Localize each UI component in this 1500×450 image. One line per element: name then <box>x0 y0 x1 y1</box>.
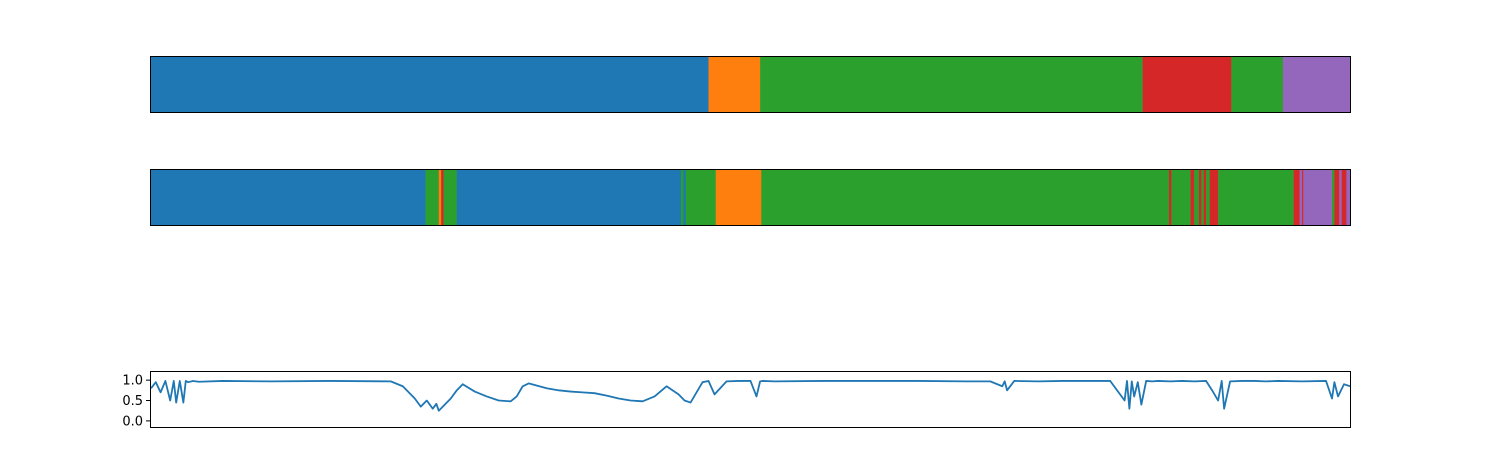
top-strip-frame <box>150 56 1351 113</box>
middle-strip-segment-purple <box>1346 170 1351 225</box>
middle-strip-segment-blue <box>456 170 682 225</box>
middle-strip-segment-red <box>1341 170 1347 225</box>
middle-strip-segment-green <box>425 170 440 225</box>
y-tick-label: 1.0 <box>122 374 143 389</box>
middle-segmentation-strip <box>150 169 1351 226</box>
series-line <box>150 380 1351 412</box>
middle-strip-segment-red <box>1198 170 1202 225</box>
middle-strip-segment-purple <box>1339 170 1342 225</box>
middle-strip-segment-green <box>1171 170 1191 225</box>
top-strip-segment-green <box>1231 57 1284 112</box>
line-plot-frame <box>150 371 1351 428</box>
middle-strip-segment-green <box>685 170 717 225</box>
middle-strip-segment-red <box>1203 170 1207 225</box>
top-segmentation-strip <box>150 56 1351 113</box>
y-tick-label: 0.5 <box>122 394 143 409</box>
top-strip-segment-green <box>760 57 1143 112</box>
middle-strip-segment-blue <box>151 170 426 225</box>
middle-strip-segment-blue <box>683 170 687 225</box>
middle-strip-segment-green <box>1194 170 1200 225</box>
y-tick-label: 0.0 <box>122 414 143 429</box>
middle-strip-segment-red <box>1168 170 1172 225</box>
middle-strip-segment-red <box>1209 170 1219 225</box>
middle-strip-segment-orange <box>438 170 442 225</box>
middle-strip-segment-green <box>1332 170 1335 225</box>
confidence-line-plot: 0.0 0.5 1.0 <box>122 371 1351 429</box>
middle-strip-segment-green <box>1201 170 1205 225</box>
middle-strip-segment-green <box>680 170 684 225</box>
middle-strip-segment-red <box>1293 170 1300 225</box>
middle-strip-segment-red <box>1302 170 1304 225</box>
middle-strip-segments <box>151 170 1351 225</box>
middle-strip-segment-green <box>443 170 458 225</box>
middle-strip-segment-red <box>441 170 444 225</box>
middle-strip-segment-purple <box>1303 170 1333 225</box>
middle-strip-segment-red <box>1190 170 1195 225</box>
middle-strip-segment-red <box>1334 170 1340 225</box>
middle-strip-segment-green <box>1218 170 1294 225</box>
middle-strip-segment-purple <box>1299 170 1303 225</box>
top-strip-segment-red <box>1142 57 1232 112</box>
middle-strip-frame <box>150 169 1351 226</box>
y-axis-ticks: 0.0 0.5 1.0 <box>122 374 150 429</box>
top-strip-segments <box>151 57 1351 112</box>
top-strip-segment-orange <box>708 57 761 112</box>
middle-strip-segment-green <box>1206 170 1211 225</box>
middle-strip-segment-green <box>761 170 1170 225</box>
top-strip-segment-purple <box>1282 57 1351 112</box>
top-strip-segment-blue <box>151 57 709 112</box>
middle-strip-segment-orange <box>715 170 762 225</box>
